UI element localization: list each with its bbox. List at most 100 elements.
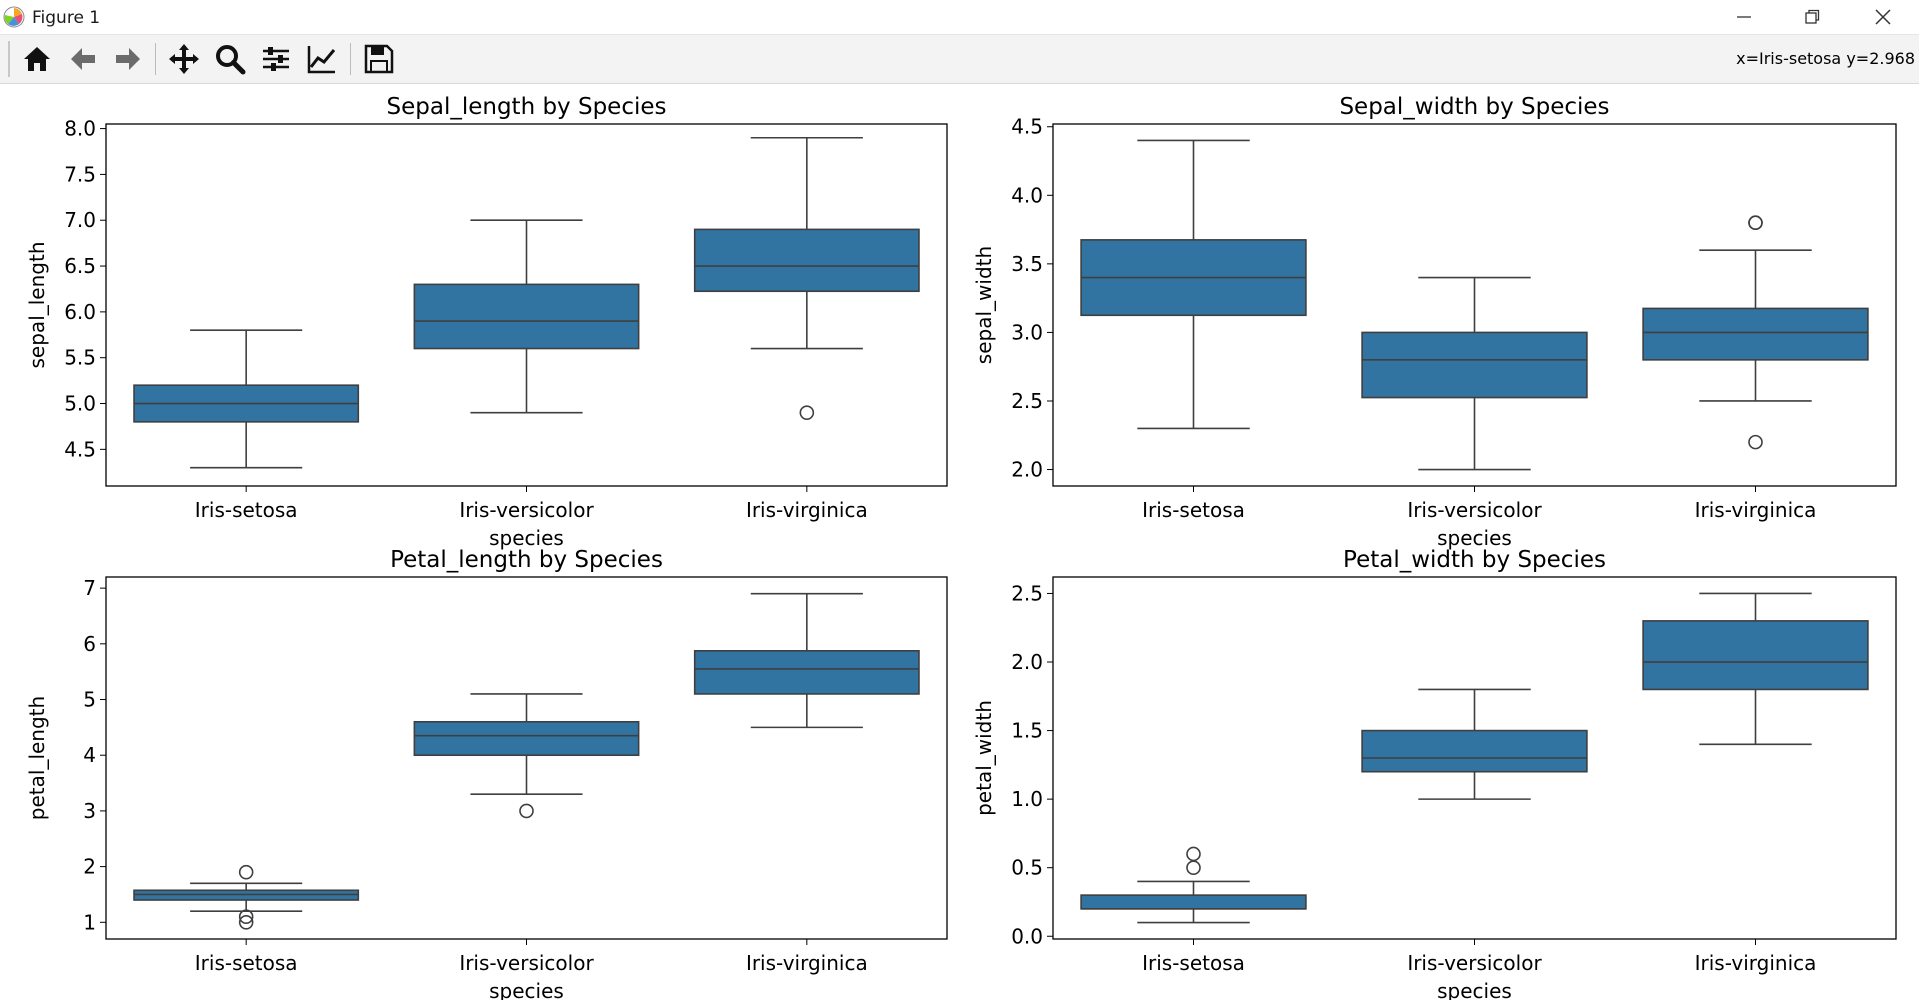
zoom-button[interactable]	[210, 40, 250, 78]
forward-button[interactable]	[108, 40, 148, 78]
x-tick-label: Iris-versicolor	[459, 951, 594, 975]
y-tick-label: 4.0	[1011, 183, 1043, 207]
box-iris-setosa	[133, 864, 360, 930]
restore-icon	[1805, 9, 1820, 24]
y-tick-label: 2	[83, 855, 96, 879]
y-tick-label: 3.5	[1011, 252, 1043, 276]
axes-button[interactable]	[302, 40, 342, 78]
y-tick-label: 6	[83, 632, 96, 656]
x-tick-label: Iris-versicolor	[1407, 951, 1542, 975]
y-tick-label: 1.5	[1011, 719, 1043, 743]
figure-canvas[interactable]: Sepal_length by Species 4.5 5.0 5.5 6.0 6.5 7.…	[0, 84, 1919, 1000]
subplot-4: Petal_width by Species 0.0 0.5 1.0 1.5 2.0 2.5…	[972, 547, 1897, 1000]
box-iqr	[413, 283, 640, 350]
x-tick-label: Iris-versicolor	[1407, 498, 1542, 522]
outlier-point	[799, 405, 815, 420]
y-tick-label: 7.0	[64, 208, 96, 232]
box-iris-virginica	[1642, 215, 1869, 450]
y-axis-label: sepal_width	[972, 246, 996, 364]
x-tick-label: Iris-setosa	[195, 498, 298, 522]
axes-frame	[105, 123, 948, 487]
box-iris-versicolor	[1361, 688, 1588, 800]
x-tick-label: Iris-virginica	[1695, 951, 1817, 975]
matplotlib-icon	[2, 5, 26, 29]
line-chart-icon	[307, 46, 336, 74]
outlier-point	[519, 803, 534, 819]
y-tick-label: 4.5	[64, 437, 96, 461]
y-tick-label: 6.0	[64, 300, 96, 324]
toolbar-divider	[350, 43, 351, 75]
y-tick-label: 0.5	[1011, 856, 1043, 880]
box-iris-versicolor	[1361, 276, 1588, 471]
home-button[interactable]	[17, 40, 57, 78]
back-button[interactable]	[63, 40, 103, 78]
box-iris-virginica	[1642, 592, 1869, 746]
x-axis-label: species	[489, 526, 564, 550]
y-tick-label: 6.5	[64, 254, 96, 278]
x-tick-label: Iris-setosa	[1142, 951, 1245, 975]
close-button[interactable]	[1849, 0, 1917, 34]
y-tick-label: 2.0	[1011, 650, 1043, 674]
y-axis-label: sepal_length	[25, 242, 49, 369]
outlier-point	[1186, 860, 1201, 875]
x-tick-label: Iris-virginica	[1695, 498, 1817, 522]
x-tick-label: Iris-virginica	[746, 951, 868, 975]
maximize-button[interactable]	[1778, 0, 1846, 34]
y-axis-label: petal_length	[25, 696, 49, 820]
subplot-2: Sepal_width by Species 2.0 2.5 3.0 3.5 4.0 4.5…	[972, 94, 1897, 550]
x-tick-label: Iris-setosa	[195, 951, 298, 975]
arrow-left-icon	[71, 48, 95, 70]
arrow-right-icon	[116, 48, 140, 70]
box-iris-versicolor	[413, 219, 640, 414]
y-tick-label: 3.0	[1011, 320, 1043, 344]
outlier-point	[238, 864, 254, 880]
magnifier-icon	[216, 45, 246, 75]
x-axis-label: species	[1437, 979, 1512, 1000]
box-iqr	[1361, 331, 1588, 399]
box-iqr	[693, 649, 920, 695]
floppy-disk-icon	[364, 44, 394, 74]
navigation-toolbar: x=Iris-setosa y=2.968	[0, 35, 1919, 84]
outlier-point	[1748, 215, 1763, 231]
toolbar-divider	[155, 43, 156, 75]
save-button[interactable]	[359, 40, 399, 78]
box-iris-versicolor	[413, 693, 640, 819]
y-tick-label: 2.5	[1011, 389, 1043, 413]
box-iris-setosa	[133, 329, 360, 469]
close-icon	[1875, 9, 1891, 25]
y-tick-label: 7.5	[64, 162, 96, 186]
box-iqr	[693, 228, 920, 293]
x-axis-label: species	[489, 979, 564, 1000]
y-tick-label: 3	[83, 799, 96, 823]
y-tick-label: 7	[83, 576, 96, 600]
window-titlebar: Figure 1	[0, 0, 1919, 35]
outlier-point	[1748, 434, 1763, 450]
minimize-icon	[1737, 16, 1751, 18]
minimize-button[interactable]	[1710, 0, 1778, 34]
box-iqr	[1080, 894, 1307, 910]
cursor-coordinates: x=Iris-setosa y=2.968	[1736, 49, 1915, 68]
subplot-title: Petal_width by Species	[1343, 547, 1606, 573]
box-iris-virginica	[693, 592, 920, 729]
window-title: Figure 1	[32, 8, 101, 28]
x-tick-label: Iris-setosa	[1142, 498, 1245, 522]
toolbar-grip	[8, 41, 10, 77]
outlier-point	[1186, 846, 1201, 862]
subplots-button[interactable]	[256, 40, 296, 78]
subplot-1: Sepal_length by Species 4.5 5.0 5.5 6.0 6.5 7.…	[25, 94, 948, 550]
subplot-title: Sepal_width by Species	[1339, 94, 1609, 120]
move-icon	[169, 44, 199, 74]
subplot-3: Petal_length by Species 1 2 3 4 5 6 7 petal_leng…	[25, 547, 948, 1000]
pan-button[interactable]	[164, 40, 204, 78]
outlier-point	[238, 914, 254, 930]
y-tick-label: 1.0	[1011, 787, 1043, 811]
x-axis-label: species	[1437, 526, 1512, 550]
sliders-icon	[263, 47, 289, 71]
y-tick-label: 4.5	[1011, 115, 1043, 139]
y-axis-label: petal_width	[972, 700, 996, 816]
axes-frame	[1052, 576, 1897, 940]
y-tick-label: 1	[83, 910, 96, 934]
y-tick-label: 0.0	[1011, 924, 1043, 948]
x-tick-label: Iris-virginica	[746, 498, 868, 522]
y-tick-label: 2.0	[1011, 458, 1043, 482]
